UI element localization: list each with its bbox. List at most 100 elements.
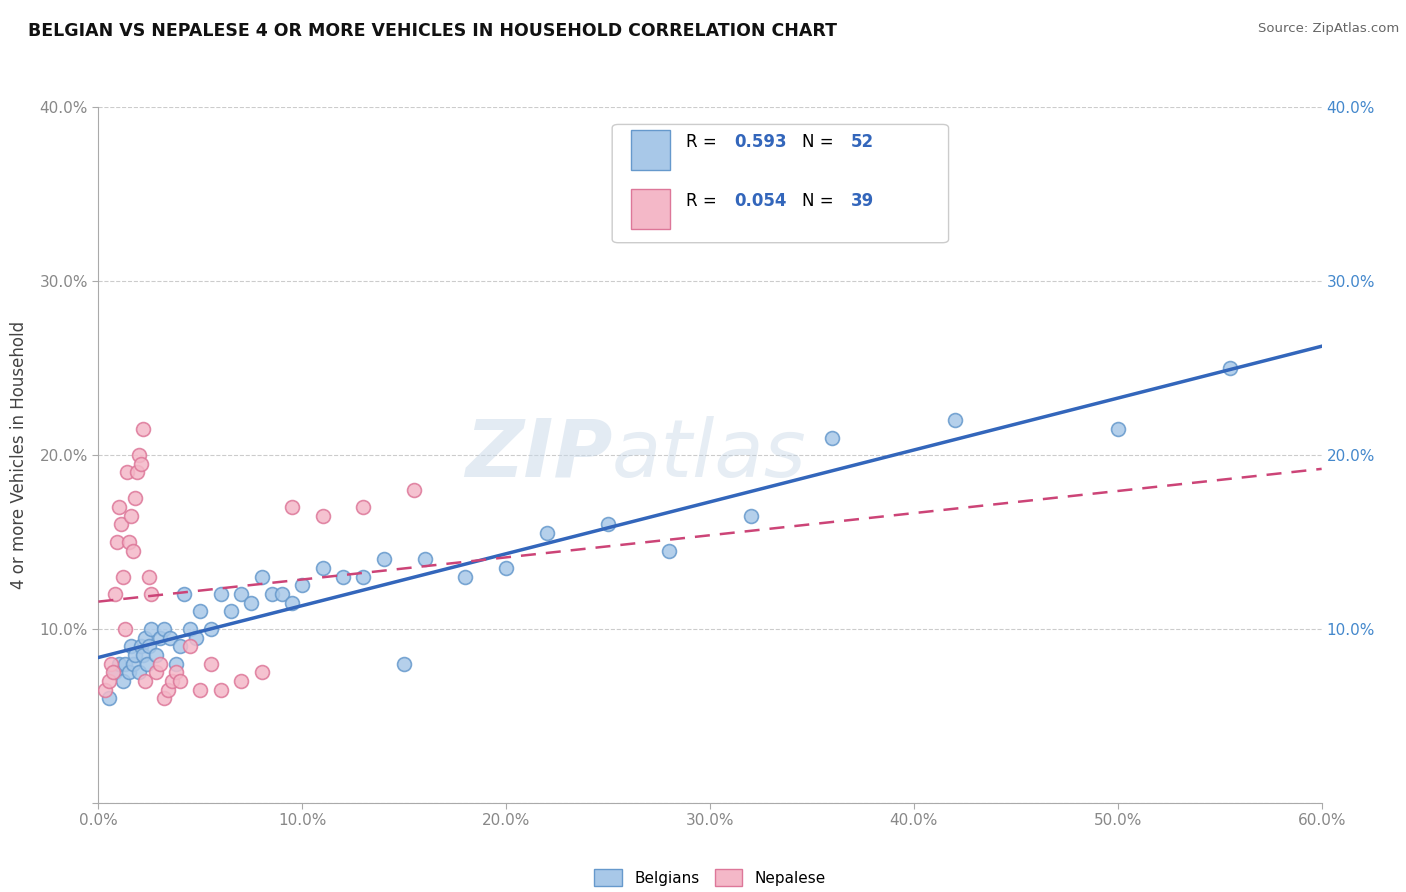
Point — [122, 543, 145, 558]
Text: 52: 52 — [851, 133, 873, 151]
Point — [159, 631, 181, 645]
Text: ZIP: ZIP — [465, 416, 612, 494]
Point — [352, 570, 374, 584]
Point — [118, 534, 141, 549]
Point — [115, 466, 138, 480]
Point — [122, 657, 145, 671]
Point — [332, 570, 354, 584]
Text: 0.054: 0.054 — [734, 192, 787, 210]
Point — [179, 622, 201, 636]
Point — [110, 517, 132, 532]
Point — [134, 674, 156, 689]
Point — [169, 674, 191, 689]
Point — [100, 657, 122, 671]
Point — [495, 561, 517, 575]
Text: 0.593: 0.593 — [734, 133, 787, 151]
Point — [821, 431, 844, 445]
Point — [200, 657, 222, 671]
Point — [250, 665, 273, 680]
Point — [120, 508, 142, 523]
Point — [658, 543, 681, 558]
Point — [179, 639, 201, 653]
Point — [124, 648, 146, 662]
Point — [281, 500, 304, 514]
Text: atlas: atlas — [612, 416, 807, 494]
Point — [132, 648, 155, 662]
Point — [160, 674, 183, 689]
Point — [536, 526, 558, 541]
Point — [1107, 422, 1129, 436]
Point — [114, 657, 136, 671]
Text: BELGIAN VS NEPALESE 4 OR MORE VEHICLES IN HOUSEHOLD CORRELATION CHART: BELGIAN VS NEPALESE 4 OR MORE VEHICLES I… — [28, 22, 837, 40]
Point — [104, 587, 127, 601]
Point — [352, 500, 374, 514]
FancyBboxPatch shape — [630, 130, 669, 170]
Point — [120, 639, 142, 653]
Point — [129, 457, 152, 471]
Point — [270, 587, 294, 601]
Point — [152, 622, 174, 636]
Point — [156, 682, 179, 697]
Point — [97, 674, 120, 689]
FancyBboxPatch shape — [630, 189, 669, 229]
Point — [231, 587, 253, 601]
Point — [124, 491, 146, 506]
Point — [173, 587, 195, 601]
Text: 39: 39 — [851, 192, 875, 210]
Point — [404, 483, 426, 497]
Y-axis label: 4 or more Vehicles in Household: 4 or more Vehicles in Household — [10, 321, 28, 589]
Point — [145, 648, 167, 662]
Point — [312, 561, 335, 575]
Point — [128, 448, 150, 462]
Point — [260, 587, 283, 601]
Legend: Belgians, Nepalese: Belgians, Nepalese — [588, 863, 832, 892]
Text: N =: N = — [801, 133, 838, 151]
Point — [129, 639, 152, 653]
Point — [219, 605, 242, 619]
Point — [93, 682, 115, 697]
Point — [740, 508, 762, 523]
Point — [118, 665, 141, 680]
Point — [108, 657, 131, 671]
Point — [209, 587, 232, 601]
Text: Source: ZipAtlas.com: Source: ZipAtlas.com — [1258, 22, 1399, 36]
Point — [188, 605, 212, 619]
Point — [250, 570, 273, 584]
Point — [454, 570, 477, 584]
Point — [209, 682, 232, 697]
Point — [1219, 360, 1241, 375]
Point — [141, 587, 163, 601]
Point — [127, 466, 149, 480]
Text: R =: R = — [686, 192, 721, 210]
Text: R =: R = — [686, 133, 721, 151]
Point — [169, 639, 191, 653]
Point — [943, 413, 966, 427]
Point — [188, 682, 212, 697]
Point — [392, 657, 416, 671]
Point — [111, 570, 134, 584]
Point — [104, 665, 127, 680]
Point — [186, 631, 208, 645]
Point — [149, 631, 172, 645]
Point — [312, 508, 335, 523]
Point — [132, 422, 155, 436]
Point — [138, 639, 160, 653]
Point — [145, 665, 167, 680]
Text: N =: N = — [801, 192, 838, 210]
Point — [108, 500, 131, 514]
Point — [97, 691, 120, 706]
Point — [165, 657, 187, 671]
Point — [101, 665, 124, 680]
Point — [291, 578, 314, 592]
Point — [149, 657, 172, 671]
Point — [165, 665, 187, 680]
Point — [134, 631, 156, 645]
Point — [200, 622, 222, 636]
Point — [231, 674, 253, 689]
Point — [128, 665, 150, 680]
Point — [152, 691, 174, 706]
Point — [136, 657, 159, 671]
Point — [240, 596, 263, 610]
Point — [138, 570, 160, 584]
Point — [598, 517, 620, 532]
